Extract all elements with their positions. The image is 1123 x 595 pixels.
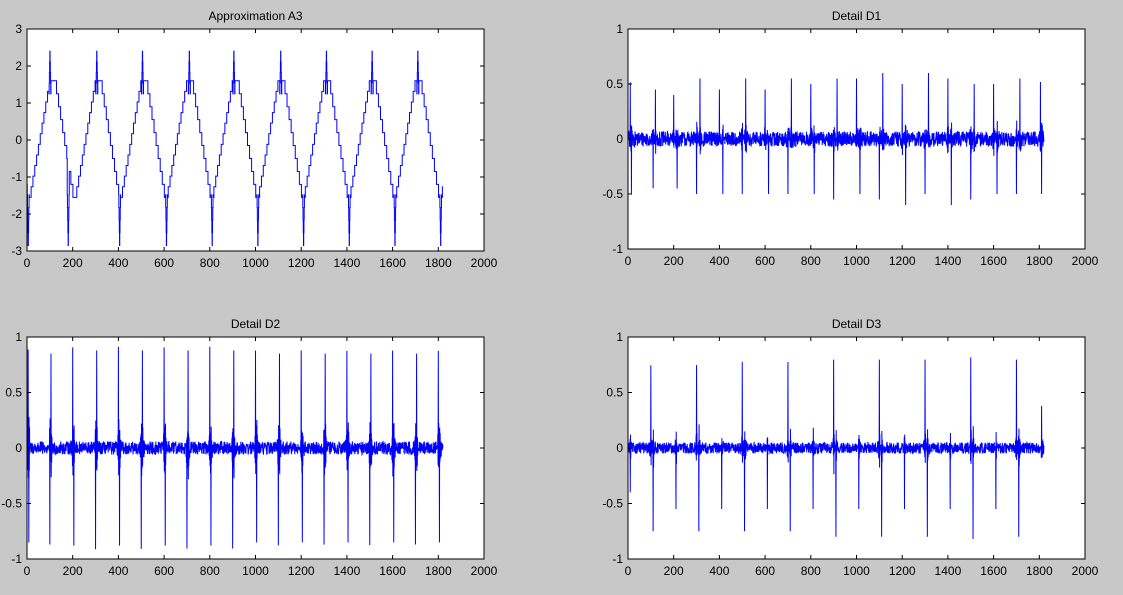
y-tick-label: -1 [11,170,22,184]
x-tick-label: 1600 [379,564,406,578]
y-tick-label: -1 [11,552,22,566]
x-tick-label: 800 [200,256,220,270]
x-tick-label: 800 [801,254,821,268]
x-tick-label: 200 [63,256,83,270]
x-tick-label: 2000 [471,564,498,578]
x-tick-label: 600 [154,256,174,270]
x-tick-label: 1400 [334,564,361,578]
x-tick-label: 1800 [425,564,452,578]
x-tick-label: 1600 [980,564,1007,578]
x-tick-label: 1000 [242,564,269,578]
y-tick-label: 0.5 [606,386,623,400]
x-tick-label: 1000 [843,254,870,268]
x-tick-label: 1600 [379,256,406,270]
x-tick-label: 1200 [889,254,916,268]
series-line [627,357,1045,540]
x-tick-label: 1800 [1026,254,1053,268]
x-tick-label: 1400 [334,256,361,270]
x-tick-label: 400 [709,254,729,268]
x-tick-label: 1000 [843,564,870,578]
y-tick-label: 0 [15,133,22,147]
x-tick-label: 1400 [935,254,962,268]
y-tick-label: 3 [15,22,22,36]
y-tick-label: -1 [612,242,623,256]
y-tick-label: 0.5 [5,386,22,400]
series-line [627,72,1045,206]
subplot-title: Detail D2 [231,317,281,331]
y-tick-label: 1 [15,96,22,110]
x-tick-label: 1800 [425,256,452,270]
x-tick-label: 600 [755,564,775,578]
y-tick-label: -0.5 [602,187,623,201]
y-tick-label: -0.5 [602,497,623,511]
y-tick-label: -2 [11,207,22,221]
subplot-approximation-a3: Approximation A3 0 200 400 600 800 1000 1200 14… [11,9,497,270]
x-tick-label: 200 [63,564,83,578]
x-tick-label: 800 [801,564,821,578]
x-tick-label: 2000 [1072,564,1099,578]
x-tick-label: 2000 [471,256,498,270]
y-tick-label: -3 [11,244,22,258]
y-tick-label: 1 [616,330,623,344]
x-tick-label: 0 [24,256,31,270]
y-tick-label: -0.5 [1,497,22,511]
x-tick-label: 400 [709,564,729,578]
x-tick-label: 1200 [889,564,916,578]
y-tick-label: -1 [612,552,623,566]
y-tick-label: 0 [15,441,22,455]
x-tick-label: 0 [625,564,632,578]
x-tick-label: 400 [108,256,128,270]
x-tick-label: 0 [24,564,31,578]
series-line [26,346,444,550]
y-tick-label: 0 [616,132,623,146]
x-tick-label: 0 [625,254,632,268]
subplot-detail-d3: Detail D3 0 200 400 600 800 1000 1200 1400 1600 1… [602,317,1098,578]
series-line [26,50,443,246]
y-tick-label: 2 [15,59,22,73]
x-tick-label: 800 [200,564,220,578]
x-tick-label: 200 [664,254,684,268]
subplot-title: Approximation A3 [208,9,302,23]
x-tick-label: 1200 [288,564,315,578]
subplot-title: Detail D1 [832,9,882,23]
x-tick-label: 200 [664,564,684,578]
y-tick-label: 0.5 [606,77,623,91]
subplot-detail-d1: Detail D1 0 200 400 600 800 1000 1200 1400 1600 1… [602,9,1098,268]
y-tick-label: 1 [616,22,623,36]
x-tick-label: 1200 [288,256,315,270]
y-tick-label: 1 [15,330,22,344]
x-tick-label: 1600 [980,254,1007,268]
subplot-title: Detail D3 [832,317,882,331]
x-tick-label: 1800 [1026,564,1053,578]
subplot-detail-d2: Detail D2 0 200 400 600 800 1000 1200 1400 1600 1… [1,317,497,578]
x-tick-label: 2000 [1072,254,1099,268]
y-tick-label: 0 [616,441,623,455]
axes-area [27,29,484,251]
x-tick-label: 400 [108,564,128,578]
x-tick-label: 1400 [935,564,962,578]
x-tick-label: 600 [154,564,174,578]
x-tick-label: 1000 [242,256,269,270]
x-tick-label: 600 [755,254,775,268]
